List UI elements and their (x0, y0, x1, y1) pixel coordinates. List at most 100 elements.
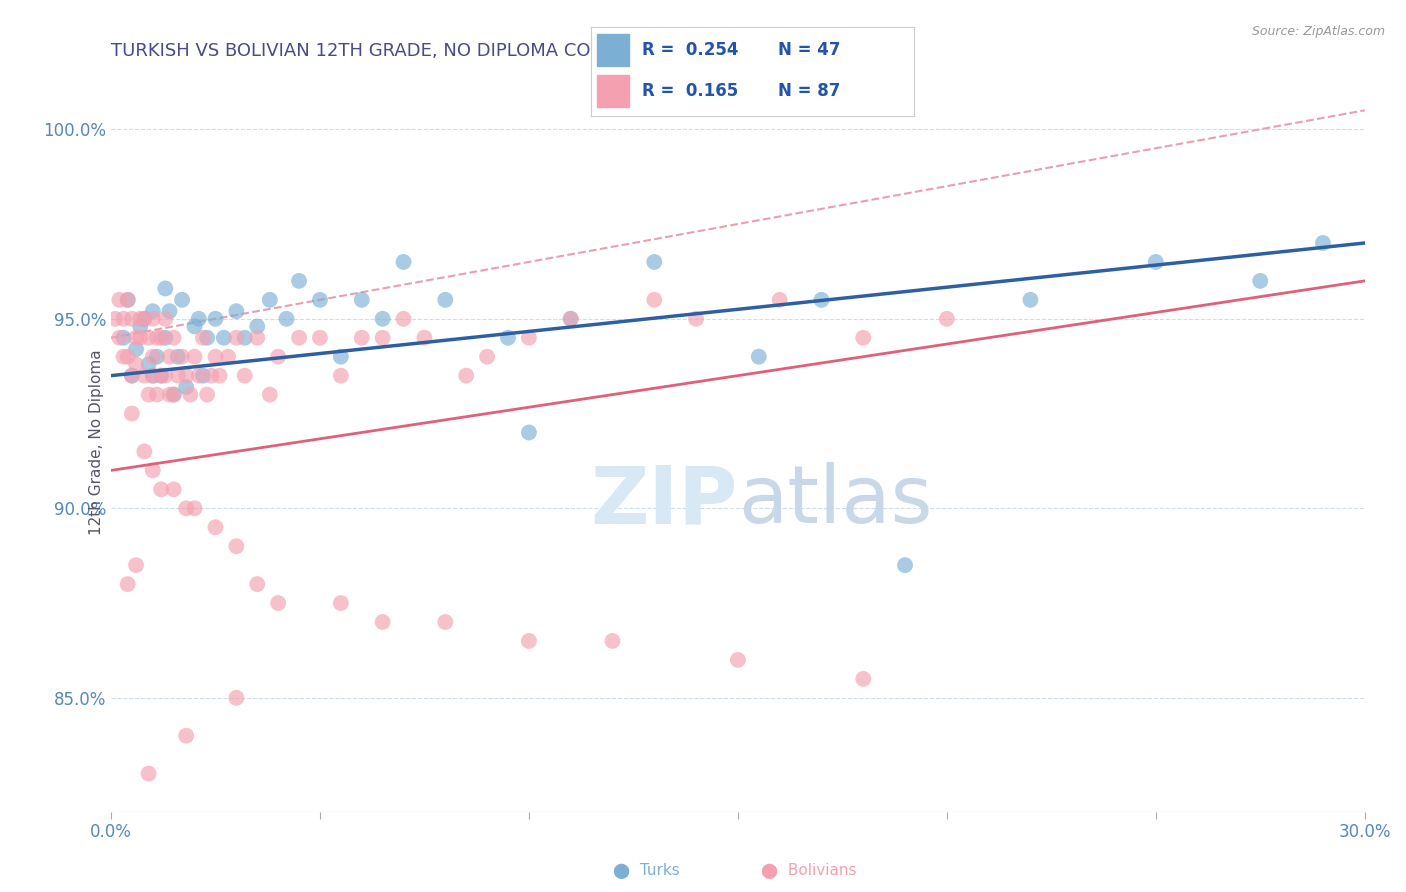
Text: atlas: atlas (738, 462, 932, 540)
Point (602, 634, 624, 648)
Point (117, 350, 139, 364)
Point (769, 293, 792, 307)
Point (163, 483, 186, 497)
Point (146, 331, 169, 345)
Point (852, 331, 875, 345)
Point (104, 311, 127, 326)
Point (134, 311, 156, 326)
Point (117, 577, 139, 591)
Point (517, 331, 540, 345)
Point (267, 596, 290, 610)
Point (146, 350, 169, 364)
Point (852, 672, 875, 686)
Point (810, 293, 832, 307)
Point (187, 368, 209, 383)
Point (183, 319, 205, 334)
Point (246, 319, 269, 334)
Point (138, 766, 160, 780)
Point (371, 311, 394, 326)
Point (259, 293, 281, 307)
Point (200, 368, 222, 383)
Point (174, 729, 197, 743)
Point (112, 311, 135, 326)
Point (121, 368, 143, 383)
Point (392, 255, 415, 269)
Point (935, 311, 957, 326)
Point (233, 368, 256, 383)
Point (155, 368, 177, 383)
Point (1312, 235, 1334, 250)
Point (121, 368, 143, 383)
Point (413, 331, 436, 345)
Point (138, 331, 160, 345)
Point (125, 331, 148, 345)
Point (155, 331, 177, 345)
Point (174, 368, 197, 383)
Point (159, 387, 181, 401)
Point (191, 331, 214, 345)
Point (894, 558, 917, 573)
Point (108, 293, 131, 307)
Point (129, 319, 152, 334)
Point (142, 368, 165, 383)
Point (150, 368, 173, 383)
Bar (598, 34, 630, 66)
Point (117, 293, 139, 307)
Point (225, 539, 247, 553)
Point (163, 331, 186, 345)
Point (146, 387, 169, 401)
Point (225, 331, 247, 345)
Text: ⬤  Bolivians: ⬤ Bolivians (761, 863, 856, 879)
Point (517, 634, 540, 648)
Point (246, 577, 269, 591)
Bar (598, 75, 630, 107)
Point (125, 357, 148, 371)
Point (1249, 274, 1271, 288)
Point (166, 350, 188, 364)
Point (246, 331, 269, 345)
Point (174, 380, 197, 394)
Point (643, 255, 665, 269)
Text: Source: ZipAtlas.com: Source: ZipAtlas.com (1251, 25, 1385, 38)
Point (434, 615, 457, 629)
Point (371, 615, 394, 629)
Point (112, 350, 135, 364)
Point (217, 350, 239, 364)
Point (309, 331, 332, 345)
Point (134, 368, 156, 383)
Point (212, 331, 235, 345)
Point (183, 501, 205, 516)
Point (142, 311, 165, 326)
Text: ⬤  Turks: ⬤ Turks (613, 863, 681, 879)
Point (155, 281, 177, 295)
Text: R =  0.254: R = 0.254 (643, 41, 738, 59)
Point (170, 350, 193, 364)
Point (456, 368, 478, 383)
Point (121, 311, 143, 326)
Point (225, 304, 247, 318)
Point (125, 558, 148, 573)
Point (159, 304, 181, 318)
Text: R =  0.165: R = 0.165 (643, 82, 738, 100)
Point (727, 653, 749, 667)
Point (142, 304, 165, 318)
Text: ZIP: ZIP (591, 462, 738, 540)
Point (112, 331, 135, 345)
Y-axis label: 12th Grade, No Diploma: 12th Grade, No Diploma (89, 349, 104, 535)
Point (259, 387, 281, 401)
Point (142, 463, 165, 477)
Point (560, 311, 582, 326)
Point (329, 596, 352, 610)
Point (288, 274, 311, 288)
Point (233, 331, 256, 345)
Point (108, 331, 131, 345)
Point (392, 311, 415, 326)
Point (150, 331, 173, 345)
Point (276, 311, 298, 326)
Point (350, 293, 373, 307)
Text: N = 87: N = 87 (778, 82, 841, 100)
Point (150, 368, 173, 383)
Point (560, 311, 582, 326)
Point (129, 311, 152, 326)
Point (496, 331, 519, 345)
